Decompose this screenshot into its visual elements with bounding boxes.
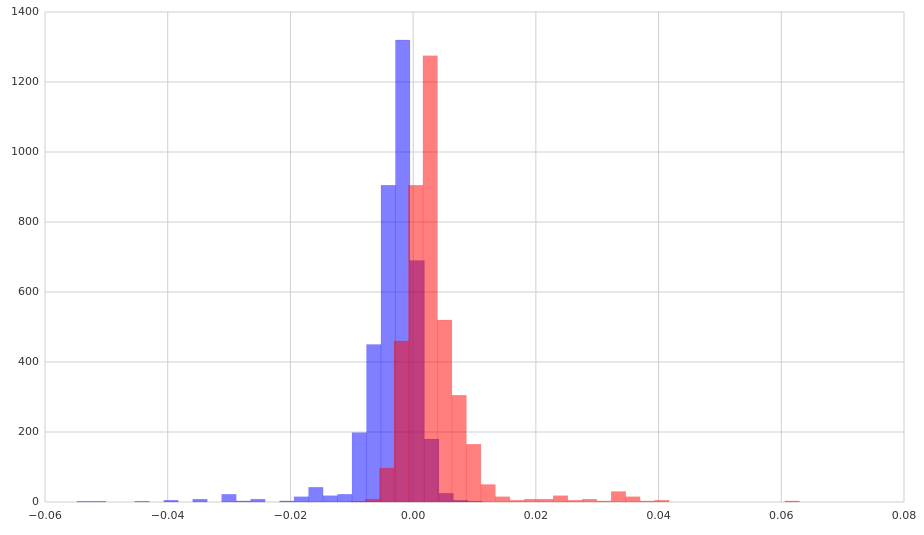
x-tick-label: −0.02: [274, 509, 308, 522]
y-tick-label: 0: [32, 495, 39, 508]
y-tick-label: 1200: [11, 75, 39, 88]
histogram-bar: [235, 500, 251, 503]
histogram-bar: [509, 500, 525, 503]
y-tick-label: 200: [18, 425, 39, 438]
histogram-bar: [322, 495, 338, 503]
x-tick-label: −0.04: [151, 509, 185, 522]
y-tick-label: 1400: [11, 5, 39, 18]
y-tick-label: 400: [18, 355, 39, 368]
histogram-bar: [76, 501, 92, 503]
histogram-bar: [495, 496, 511, 503]
x-tick-label: −0.06: [28, 509, 62, 522]
histogram-bar: [625, 496, 641, 503]
histogram-bar: [524, 498, 540, 503]
x-tick-label: 0.06: [769, 509, 794, 522]
histogram-bar: [437, 319, 453, 503]
histogram-bar: [380, 185, 396, 503]
histogram-bar: [451, 395, 467, 503]
histogram-bar: [91, 501, 107, 503]
histogram-bar: [422, 55, 438, 503]
x-tick-label: 0.04: [646, 509, 671, 522]
y-tick-label: 600: [18, 285, 39, 298]
histogram-bar: [538, 498, 554, 503]
histogram-bar: [581, 498, 597, 503]
x-tick-label: 0.00: [401, 509, 426, 522]
y-tick-label: 1000: [11, 145, 39, 158]
histogram-bar: [337, 494, 353, 503]
histogram-bar: [351, 432, 367, 503]
histogram-bar: [408, 185, 424, 503]
histogram-bar: [308, 487, 324, 503]
histogram-bar: [293, 496, 309, 503]
histogram-bar: [639, 500, 655, 503]
histogram-bar: [221, 494, 237, 503]
histogram-bar: [379, 467, 395, 503]
histogram-bar: [192, 498, 208, 503]
histogram-bar: [784, 500, 800, 503]
histogram-bar: [366, 344, 382, 503]
x-tick-label: 0.02: [524, 509, 549, 522]
histogram-bar: [596, 500, 612, 503]
histogram-bar: [654, 500, 670, 503]
histogram-bar: [134, 501, 150, 503]
histogram-bar: [250, 498, 266, 503]
histogram-bar: [553, 495, 569, 503]
x-tick-label: 0.08: [892, 509, 917, 522]
histogram-bar: [567, 500, 583, 503]
histogram-bar: [393, 340, 409, 503]
histogram-bar: [466, 444, 482, 503]
histogram-bar: [279, 500, 295, 503]
histogram-bar: [480, 484, 496, 503]
histogram-bar: [163, 500, 179, 503]
histogram-bar: [350, 501, 366, 503]
y-tick-label: 800: [18, 215, 39, 228]
histogram-bar: [364, 498, 380, 503]
histogram-bar: [610, 491, 626, 503]
